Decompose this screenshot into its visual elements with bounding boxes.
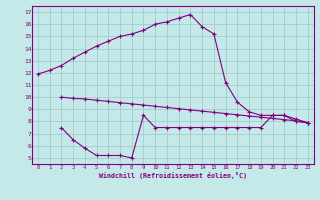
X-axis label: Windchill (Refroidissement éolien,°C): Windchill (Refroidissement éolien,°C) [99,172,247,179]
